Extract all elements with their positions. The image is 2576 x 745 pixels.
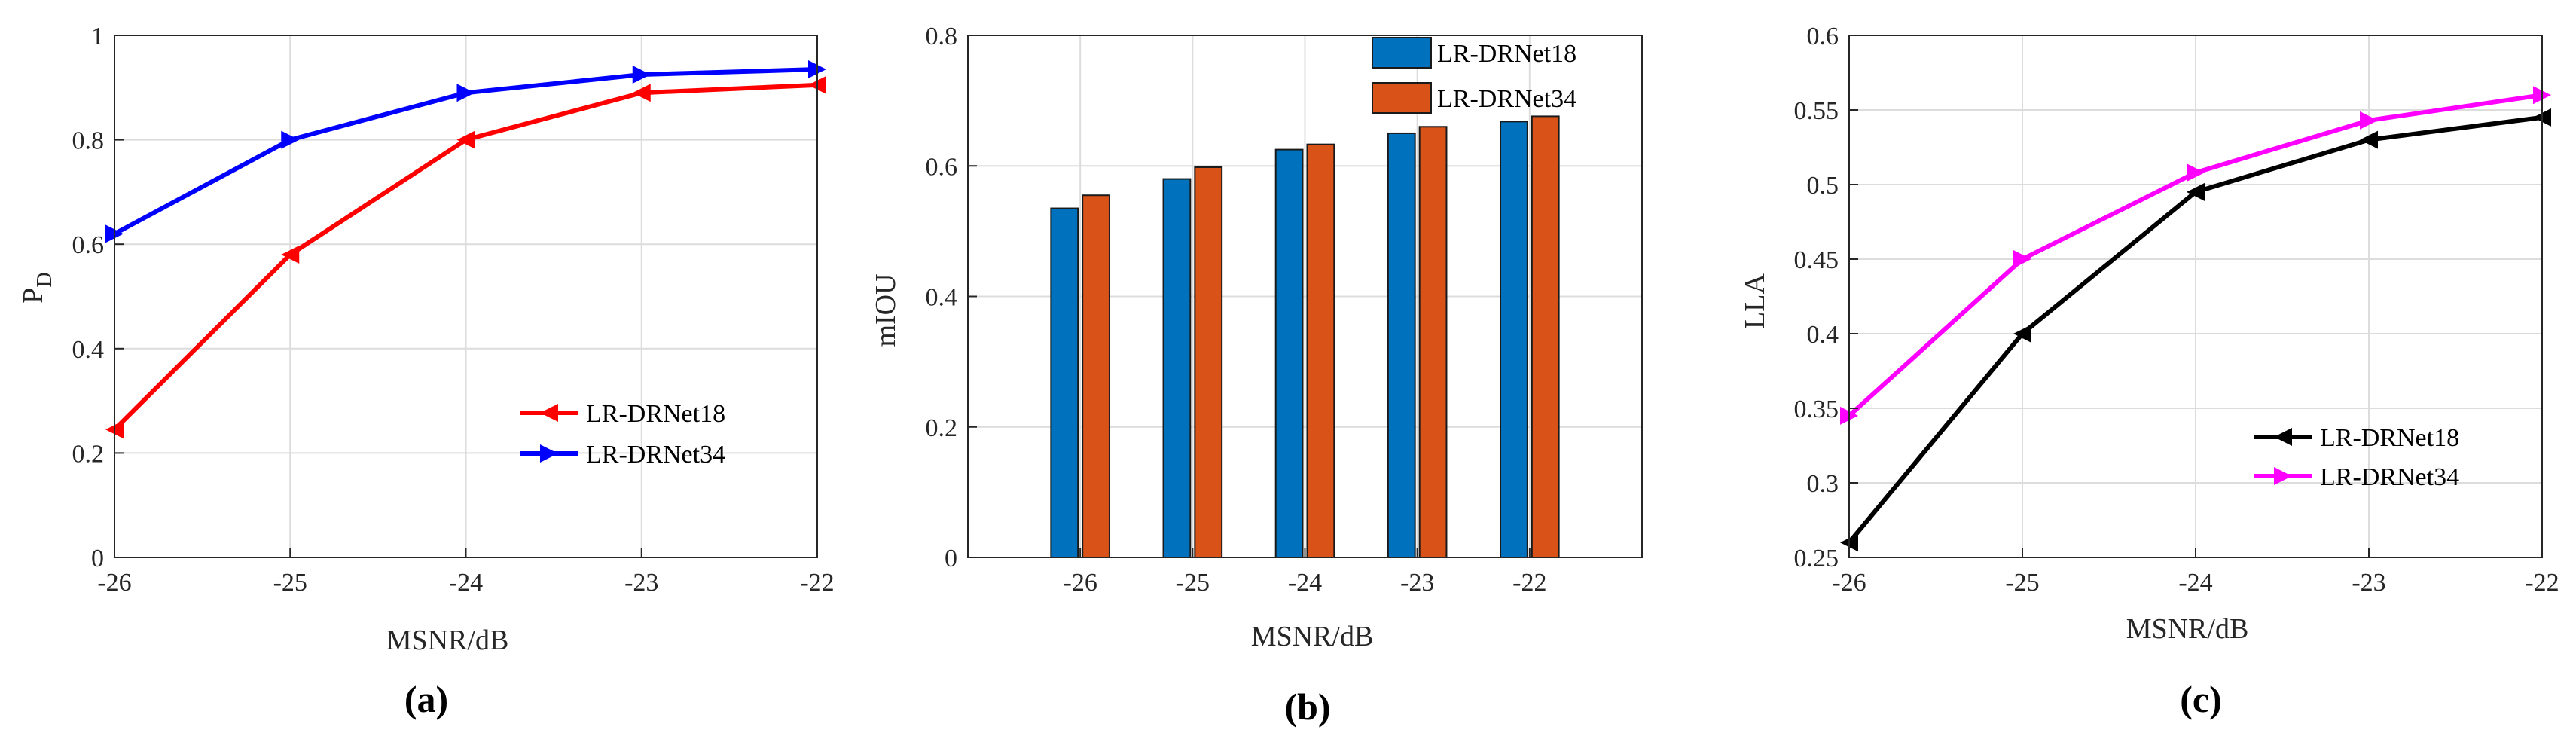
bar-lr-drnet34 <box>1082 194 1110 558</box>
y-tick-label: 0.4 <box>72 336 105 364</box>
bar-lr-drnet34 <box>1194 166 1223 559</box>
y-tick-label: 0.45 <box>1794 246 1839 274</box>
y-tick-label: 0.2 <box>926 414 958 442</box>
y-axis-label-c: LLA <box>1739 273 1771 329</box>
data-point <box>281 246 300 264</box>
legend-label: LR-DRNet18 <box>1437 40 1576 68</box>
y-tick-label: 0.6 <box>926 153 958 181</box>
x-tick-label: -25 <box>273 569 307 597</box>
legend-label: LR-DRNet18 <box>2320 424 2459 452</box>
legend-label: LR-DRNet34 <box>586 441 725 469</box>
data-point <box>632 65 651 84</box>
y-tick-label: 0.4 <box>926 284 958 312</box>
bar-lr-drnet34 <box>1306 143 1335 558</box>
bar-lr-drnet34 <box>1418 126 1448 558</box>
y-axis-label-b: mIOU <box>870 273 902 347</box>
legend-marker <box>2274 467 2292 485</box>
x-tick-label: -24 <box>449 569 483 597</box>
x-tick-label: -25 <box>2005 569 2039 597</box>
x-tick-label: -26 <box>1832 569 1866 597</box>
legend-b: LR-DRNet18 LR-DRNet34 <box>1372 37 1576 114</box>
legend-a: LR-DRNet18 LR-DRNet34 <box>520 400 725 469</box>
y-tick-label: 0.25 <box>1794 545 1839 572</box>
data-point <box>632 84 651 102</box>
data-point <box>2013 250 2031 268</box>
data-point <box>2187 182 2205 201</box>
x-tick-label: -22 <box>1512 569 1546 597</box>
legend-marker <box>2274 428 2292 446</box>
bar-lr-drnet18 <box>1162 178 1192 558</box>
y-tick-label: 1 <box>91 23 104 50</box>
bar-lr-drnet18 <box>1274 148 1304 558</box>
y-tick-label: 0.35 <box>1794 395 1839 423</box>
panel-caption-b: (b) <box>1284 685 1330 728</box>
y-tick-label: 0.8 <box>72 127 105 155</box>
y-tick-label: 0.6 <box>1807 23 1839 50</box>
y-tick-label: 0.4 <box>1807 321 1839 349</box>
bar-lr-drnet18 <box>1050 207 1079 558</box>
legend-marker <box>540 404 558 422</box>
legend-label: LR-DRNet34 <box>1437 85 1576 113</box>
y-tick-label: 0.5 <box>1807 172 1839 200</box>
legend-label: LR-DRNet18 <box>586 400 725 428</box>
y-tick-label: 0.2 <box>72 440 105 468</box>
x-tick-label: -23 <box>624 569 658 597</box>
panel-caption-c: (c) <box>2180 678 2222 720</box>
chart-panel-b: 0 0.2 0.4 0.6 0.8 -26 -25 -24 -23 -22 MSNR/dB mIO… <box>870 23 1643 728</box>
data-point <box>2360 111 2378 130</box>
data-point <box>281 130 300 149</box>
legend-swatch <box>1372 82 1432 114</box>
data-point <box>2187 163 2205 182</box>
legend-label: LR-DRNet34 <box>2320 463 2459 491</box>
data-point <box>2013 325 2031 343</box>
legend-swatch <box>1372 37 1432 69</box>
chart-panel-c: 0.25 0.3 0.35 0.4 0.45 0.5 0.55 0.6 -26 -25 -24 -23… <box>1739 23 2559 720</box>
x-tick-label: -26 <box>97 569 131 597</box>
bar-lr-drnet34 <box>1531 115 1560 559</box>
x-tick-label: -24 <box>2178 569 2212 597</box>
y-tick-label: 0 <box>945 545 957 572</box>
x-tick-label: -26 <box>1064 569 1097 597</box>
y-tick-label: 0.8 <box>926 23 958 50</box>
chart-panel-a: 0 0.2 0.4 0.6 0.8 1 -26 -25 -24 -23 -22 MSNR/dB PD… <box>17 23 835 720</box>
x-axis-label-a: MSNR/dB <box>386 624 509 656</box>
x-tick-label: -24 <box>1288 569 1322 597</box>
y-axis-label-a: PD <box>17 272 56 303</box>
data-point <box>456 84 475 102</box>
x-tick-label: -22 <box>800 569 834 597</box>
y-axis-label-sub-a: D <box>33 272 56 287</box>
y-tick-label: 0.3 <box>1807 470 1839 498</box>
bar-lr-drnet18 <box>1500 121 1528 559</box>
data-point <box>2360 130 2378 149</box>
legend-marker <box>540 444 558 463</box>
y-tick-label: 0 <box>91 545 104 572</box>
x-tick-label: -23 <box>1400 569 1434 597</box>
legend-c: LR-DRNet18 LR-DRNet34 <box>2254 424 2459 491</box>
y-tick-label: 0.6 <box>72 231 105 259</box>
x-axis-label-c: MSNR/dB <box>2126 613 2249 645</box>
panel-caption-a: (a) <box>404 678 448 720</box>
x-tick-label: -22 <box>2525 569 2559 597</box>
x-axis-label-b: MSNR/dB <box>1251 621 1374 652</box>
x-tick-label: -25 <box>1176 569 1210 597</box>
data-point <box>456 130 475 149</box>
x-tick-label: -23 <box>2352 569 2385 597</box>
y-axis-label-main-a: P <box>17 288 49 304</box>
y-tick-label: 0.55 <box>1794 97 1839 125</box>
bar-lr-drnet18 <box>1387 132 1416 558</box>
